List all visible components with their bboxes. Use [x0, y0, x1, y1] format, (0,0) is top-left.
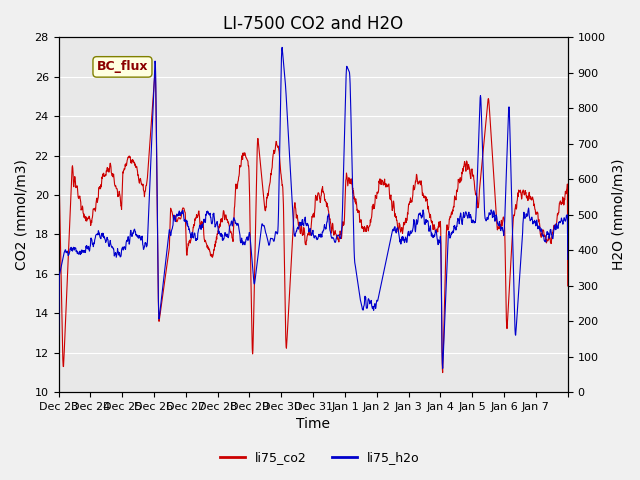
Legend: li75_co2, li75_h2o: li75_co2, li75_h2o: [215, 446, 425, 469]
Title: LI-7500 CO2 and H2O: LI-7500 CO2 and H2O: [223, 15, 403, 33]
Y-axis label: CO2 (mmol/m3): CO2 (mmol/m3): [15, 159, 29, 270]
X-axis label: Time: Time: [296, 418, 330, 432]
Text: BC_flux: BC_flux: [97, 60, 148, 73]
Y-axis label: H2O (mmol/m3): H2O (mmol/m3): [611, 159, 625, 270]
